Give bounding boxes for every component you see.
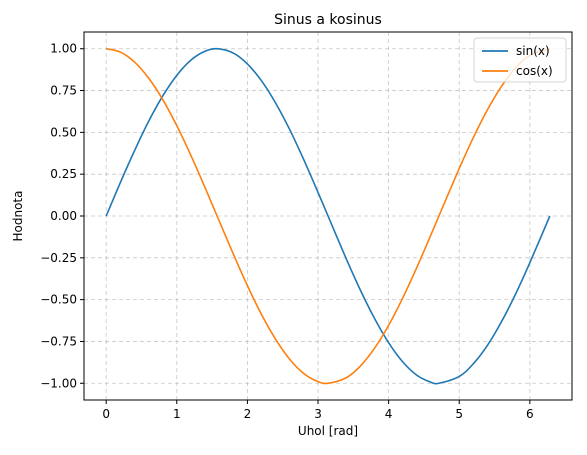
y-axis-label: Hodnota (11, 191, 25, 242)
y-tick-label: −1.00 (40, 376, 77, 390)
series-line-sin (105, 47, 551, 385)
x-axis: 0 1 2 3 4 5 6 (102, 400, 534, 421)
x-tick-label: 3 (314, 407, 322, 421)
y-tick-label: 0.00 (50, 209, 77, 223)
series-line-cos (105, 47, 551, 385)
legend-label-sin: sin(x) (516, 44, 550, 58)
y-tick-label: 0.75 (50, 84, 77, 98)
y-axis: −1.00 −0.75 −0.50 −0.25 0.00 0.25 0.50 0.75 1.00 (40, 42, 84, 390)
x-axis-label: Uhol [rad] (298, 424, 358, 438)
series-layer (105, 47, 551, 385)
chart-title: Sinus a kosinus (274, 12, 382, 28)
x-tick-label: 2 (244, 407, 252, 421)
x-tick-label: 4 (385, 407, 393, 421)
y-tick-label: −0.75 (40, 334, 77, 348)
legend: sin(x) cos(x) (473, 37, 567, 83)
y-tick-label: 1.00 (50, 42, 77, 56)
legend-label-cos: cos(x) (516, 64, 553, 78)
y-tick-label: 0.25 (50, 167, 77, 181)
x-tick-label: 0 (102, 407, 110, 421)
x-tick-label: 6 (526, 407, 534, 421)
y-tick-label: 0.50 (50, 125, 77, 139)
y-tick-label: −0.25 (40, 251, 77, 265)
x-tick-label: 5 (455, 407, 463, 421)
y-tick-label: −0.50 (40, 293, 77, 307)
x-tick-label: 1 (173, 407, 181, 421)
